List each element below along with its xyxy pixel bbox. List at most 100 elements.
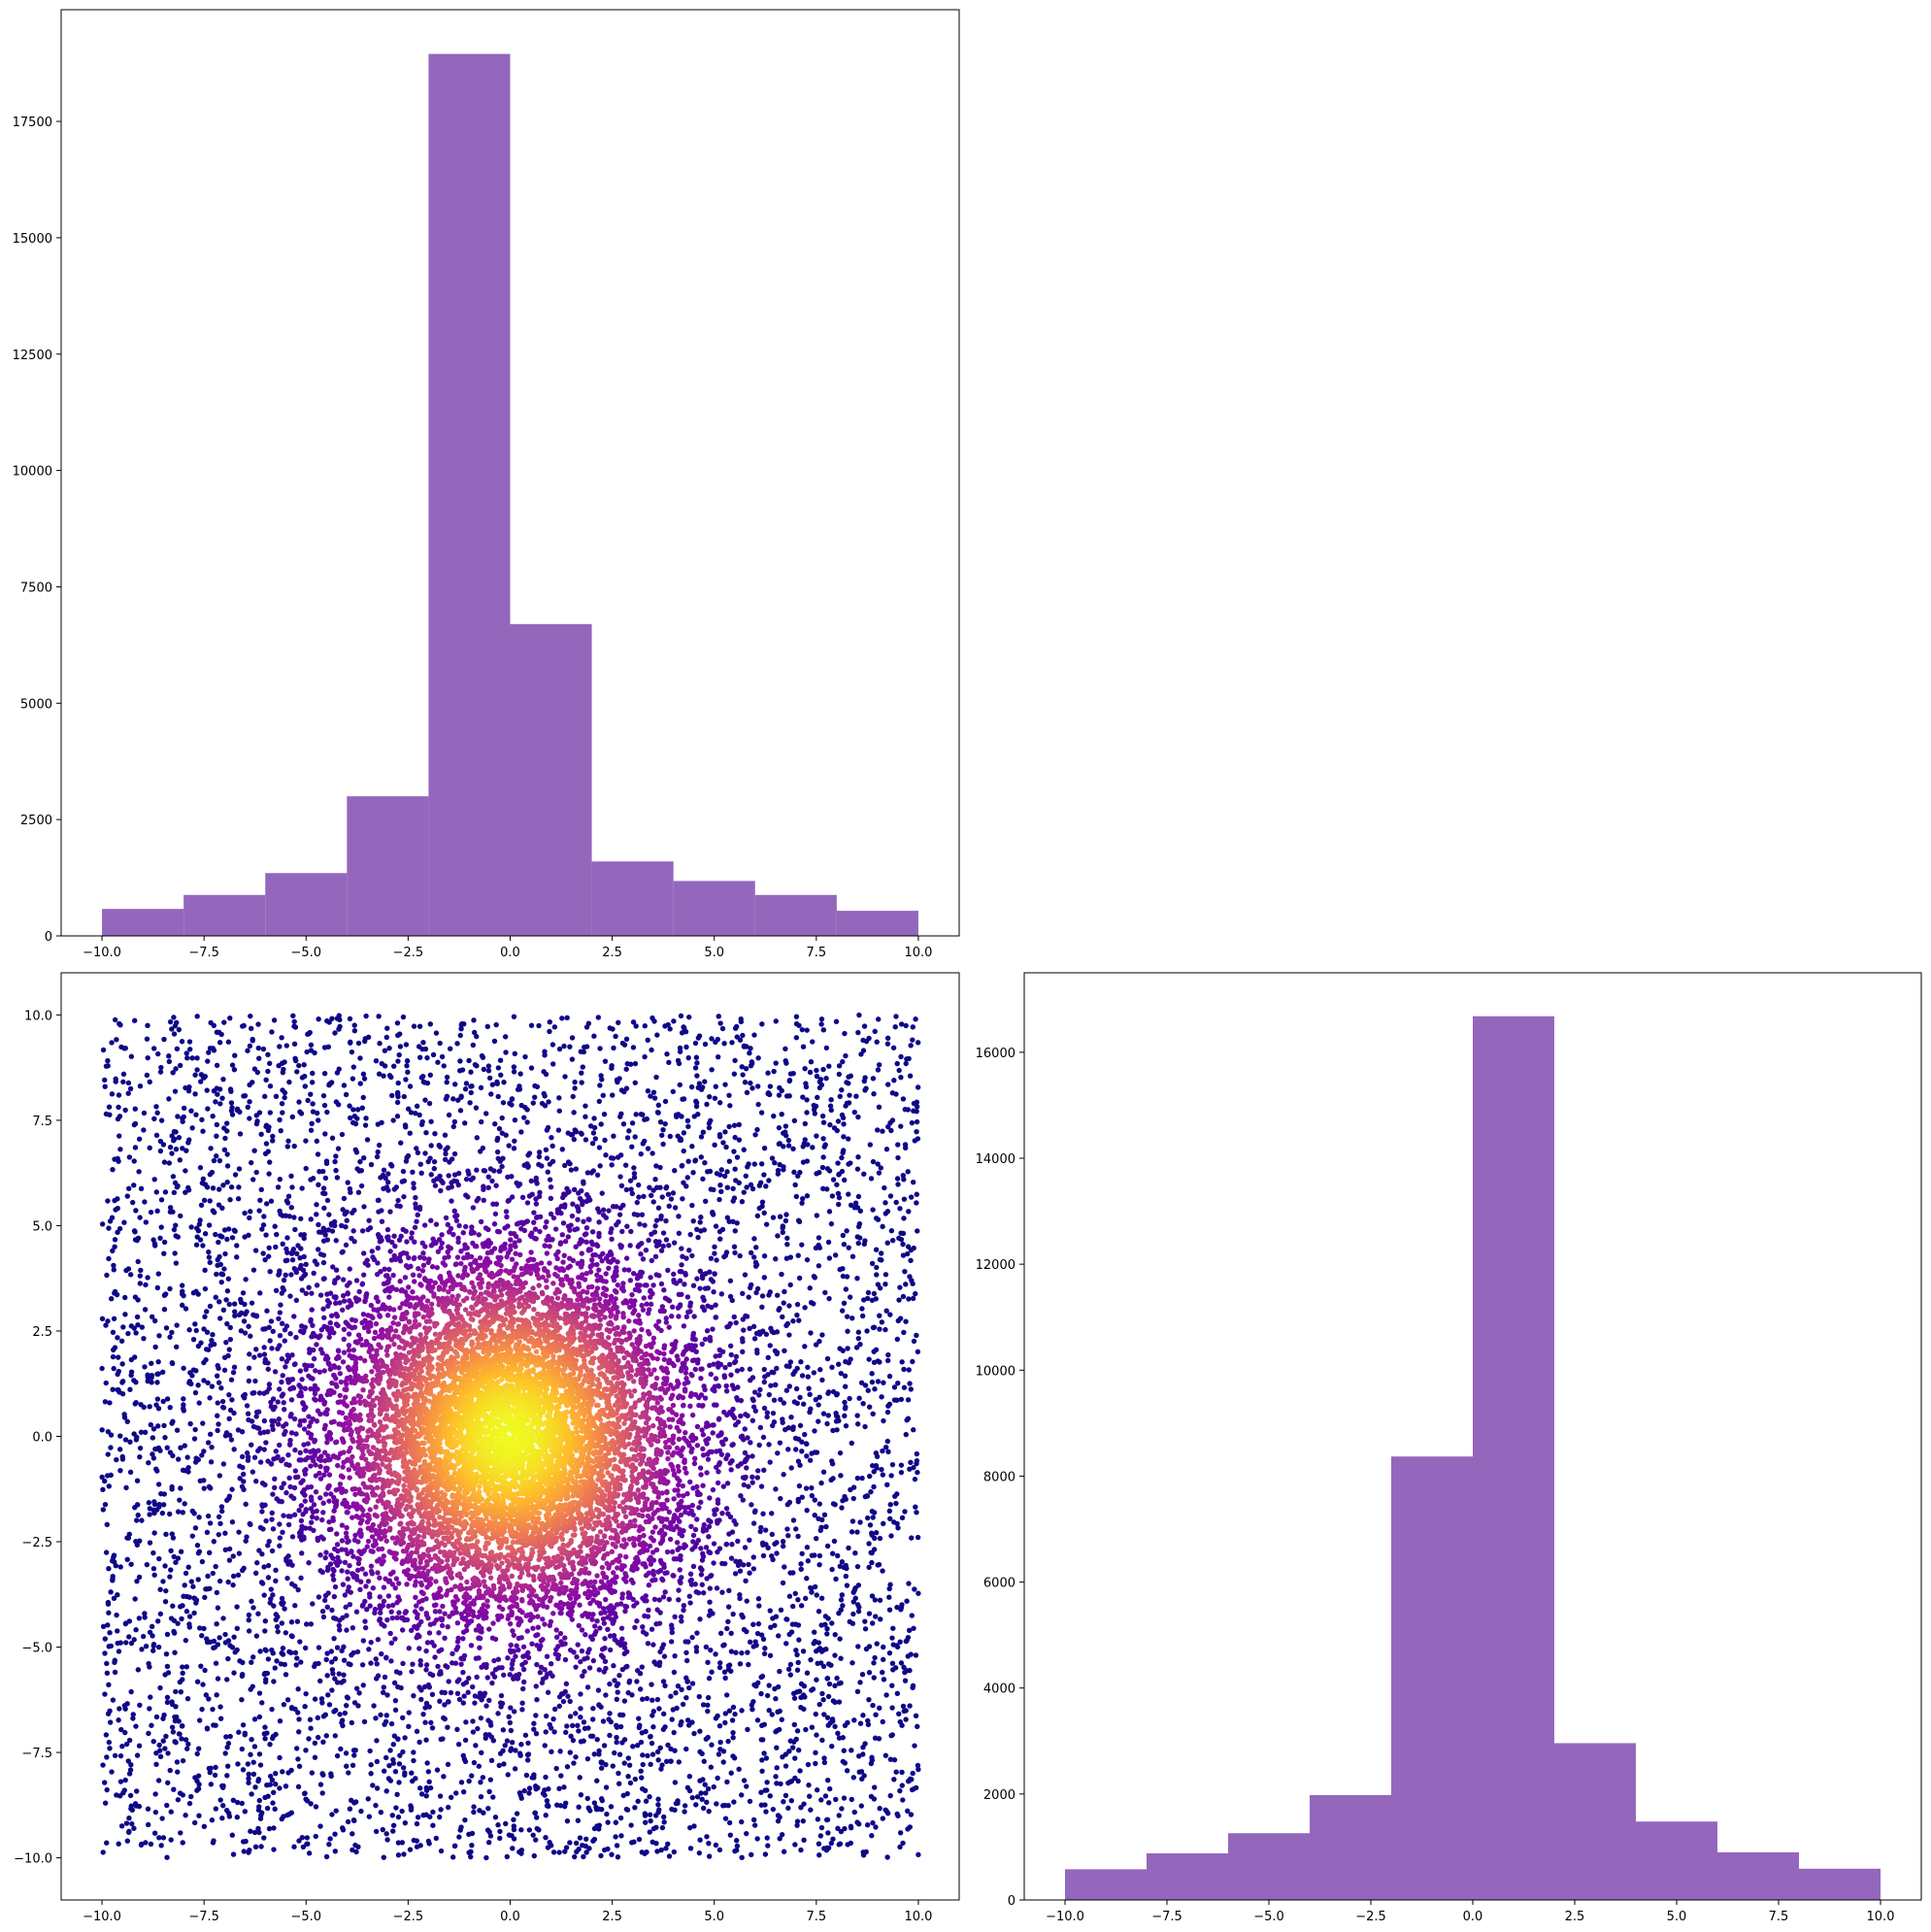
scatter-point: [474, 1135, 481, 1141]
scatter-point: [796, 1637, 802, 1643]
scatter-point: [732, 1249, 738, 1256]
scatter-point: [226, 1493, 233, 1499]
scatter-point: [252, 1844, 259, 1850]
scatter-point: [153, 1189, 159, 1195]
scatter-point: [451, 1172, 458, 1178]
scatter-point: [730, 1611, 736, 1617]
scatter-point: [280, 1241, 285, 1248]
scatter-point: [901, 1216, 907, 1221]
scatter-point: [819, 1164, 826, 1171]
scatter-point: [136, 1743, 143, 1749]
scatter-point: [183, 1737, 189, 1743]
scatter-point: [376, 1142, 383, 1149]
scatter-point: [839, 1559, 846, 1565]
scatter-point: [141, 1110, 148, 1116]
scatter-point: [632, 1080, 638, 1085]
scatter-point: [583, 1024, 590, 1030]
scatter-point: [411, 1692, 416, 1699]
scatter-point: [687, 1231, 693, 1238]
scatter-point: [804, 1545, 811, 1550]
scatter-point: [230, 1582, 236, 1588]
scatter-point: [312, 1696, 318, 1702]
scatter-point: [590, 1130, 597, 1136]
scatter-point: [828, 1097, 834, 1103]
scatter-point: [795, 1252, 801, 1258]
scatter-point: [752, 1508, 758, 1514]
scatter-point: [819, 1113, 826, 1119]
scatter-point: [901, 1708, 907, 1715]
scatter-point: [135, 1235, 142, 1241]
scatter-point: [866, 1564, 872, 1571]
scatter-point: [217, 1101, 223, 1107]
scatter-point: [780, 1229, 786, 1236]
scatter-point: [818, 1622, 824, 1628]
scatter-point: [280, 1110, 285, 1116]
scatter-point: [106, 1104, 113, 1110]
scatter-point: [549, 1749, 554, 1755]
scatter-point: [503, 1820, 509, 1827]
scatter-point: [216, 1299, 222, 1305]
scatter-point: [640, 1696, 646, 1702]
scatter-point: [794, 1818, 801, 1824]
scatter-point: [811, 1107, 817, 1113]
scatter-point: [676, 1060, 683, 1067]
scatter-point: [768, 1624, 774, 1630]
scatter-point: [681, 1130, 687, 1136]
scatter-point: [168, 1548, 174, 1553]
scatter-point: [214, 1133, 219, 1139]
scatter-point: [740, 1290, 746, 1297]
scatter-point: [507, 1719, 514, 1726]
scatter-point: [140, 1633, 147, 1640]
scatter-point: [180, 1677, 185, 1682]
x-tick-label: −5.0: [290, 946, 321, 960]
scatter-point: [867, 1142, 874, 1148]
scatter-point: [854, 1275, 860, 1282]
scatter-point: [155, 1371, 161, 1377]
scatter-point: [274, 1623, 281, 1630]
scatter-point: [826, 1255, 833, 1261]
scatter-point: [171, 1786, 177, 1792]
scatter-point: [847, 1294, 853, 1300]
scatter-point: [804, 1256, 811, 1263]
scatter-point: [728, 1351, 734, 1358]
scatter-point: [318, 1696, 325, 1702]
scatter-point: [522, 1053, 528, 1060]
scatter-point: [843, 1052, 849, 1059]
scatter-point: [360, 1638, 367, 1644]
scatter-point: [818, 1595, 825, 1601]
scatter-point: [486, 1788, 492, 1795]
scatter-point: [479, 1749, 484, 1756]
scatter-point: [826, 1209, 833, 1215]
scatter-point: [698, 1154, 704, 1160]
scatter-point: [722, 1719, 728, 1726]
scatter-point: [289, 1562, 295, 1568]
scatter-point: [315, 1734, 321, 1741]
scatter-point: [579, 1070, 584, 1076]
scatter-point: [103, 1380, 109, 1386]
scatter-point: [902, 1678, 909, 1683]
scatter-point: [470, 1718, 476, 1724]
scatter-point: [295, 1686, 301, 1692]
scatter-point: [783, 1641, 789, 1647]
scatter-point: [122, 1045, 128, 1051]
scatter-point: [702, 1041, 709, 1048]
scatter-point: [786, 1303, 792, 1309]
scatter-point: [536, 1153, 543, 1160]
scatter-point: [531, 1852, 537, 1859]
scatter-point: [163, 1325, 170, 1331]
scatter-point: [722, 1815, 729, 1821]
scatter-point: [149, 1380, 154, 1385]
scatter-point: [162, 1291, 169, 1297]
scatter-point: [220, 1076, 226, 1083]
scatter-point: [219, 1398, 226, 1405]
scatter-point: [868, 1488, 874, 1495]
scatter-bottom-left: −10.0 −7.5 −5.0 −2.5 0.0 2.5 5.0 7.5 10.0−10.0−7…: [14, 972, 960, 1924]
scatter-point: [394, 1020, 401, 1026]
scatter-point: [591, 1033, 597, 1039]
scatter-point: [381, 1167, 387, 1173]
scatter-point: [689, 1144, 695, 1149]
scatter-point: [226, 1347, 232, 1352]
scatter-point: [358, 1183, 365, 1189]
scatter-point: [241, 1486, 247, 1493]
scatter-point: [328, 1771, 334, 1777]
